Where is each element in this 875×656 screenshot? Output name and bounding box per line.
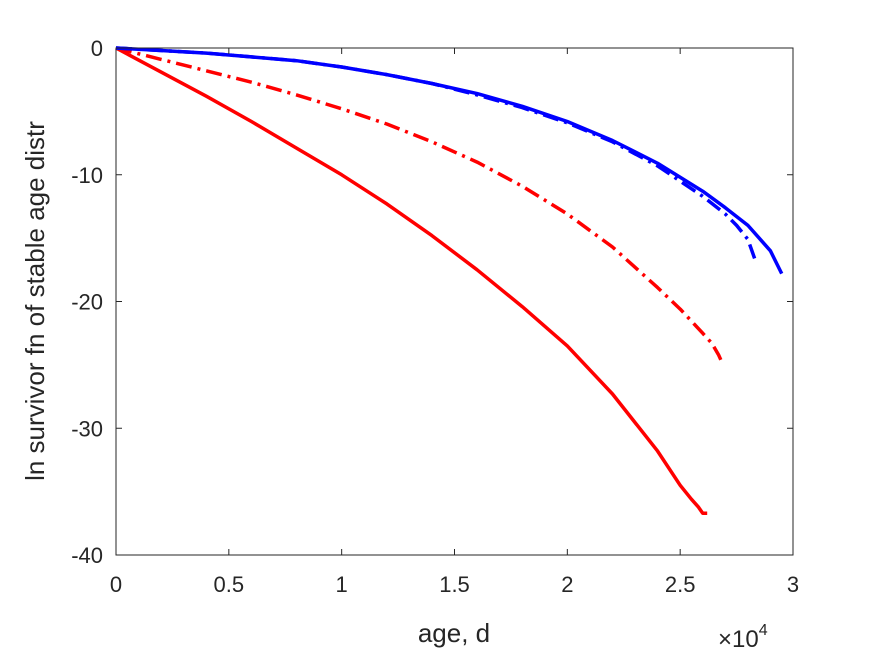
y-tick-label: -10 <box>71 163 103 188</box>
y-tick-label: -20 <box>71 290 103 315</box>
x-axis-label: age, d <box>418 618 490 648</box>
x-multiplier-base: ×10 <box>718 626 759 653</box>
series-line-4 <box>115 46 757 259</box>
x-tick-label: 2.5 <box>665 572 696 597</box>
x-tick-label: 1.5 <box>439 572 470 597</box>
x-axis-ticks: 0 0.5 1 1.5 2 2.5 3 <box>110 48 799 597</box>
x-tick-label: 0.5 <box>214 572 245 597</box>
y-axis-ticks: 0 -10 -20 -30 -40 <box>71 36 793 568</box>
y-tick-label: -40 <box>71 543 103 568</box>
series-line-1 <box>115 46 708 515</box>
x-multiplier-exponent: 4 <box>759 622 768 639</box>
y-tick-label: -30 <box>71 416 103 441</box>
y-tick-label: 0 <box>91 36 103 61</box>
y-axis-label: ln survivor fn of stable age distr <box>20 121 50 481</box>
x-tick-label: 0 <box>110 572 122 597</box>
x-axis-multiplier: ×104 <box>718 622 768 653</box>
x-tick-label: 1 <box>336 572 348 597</box>
plot-area <box>116 48 793 555</box>
series-line-2 <box>115 46 723 361</box>
x-tick-label: 2 <box>561 572 573 597</box>
series-layer <box>115 46 784 515</box>
x-tick-label: 3 <box>787 572 799 597</box>
